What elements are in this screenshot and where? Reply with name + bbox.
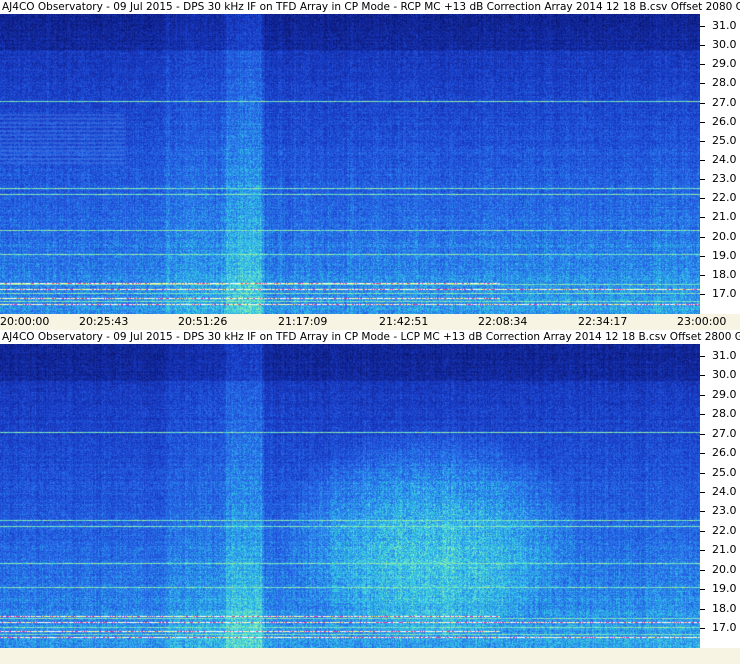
time-label: 23:00:00 — [677, 315, 727, 328]
time-axis: 20:00:00 20:25:43 20:51:26 21:17:09 21:42:51… — [0, 314, 740, 330]
lcp-panel: AJ4CO Observatory - 09 Jul 2015 - DPS 30… — [0, 330, 740, 648]
time-label: 21:42:51 — [379, 315, 429, 328]
rcp-title: AJ4CO Observatory - 09 Jul 2015 - DPS 30… — [0, 0, 740, 14]
rcp-frequency-scale: 31.0 30.0 29.0 28.0 27.0 26.0 25.0 24.0 23.0 22.0… — [700, 14, 740, 314]
rcp-spectrogram — [0, 14, 700, 314]
time-label: 20:51:26 — [178, 315, 228, 328]
bottom-strip — [0, 648, 740, 664]
lcp-spectrogram — [0, 344, 700, 648]
lcp-title: AJ4CO Observatory - 09 Jul 2015 - DPS 30… — [0, 330, 740, 344]
time-label: 21:17:09 — [278, 315, 328, 328]
time-label: 22:34:17 — [578, 315, 628, 328]
time-label: 22:08:34 — [478, 315, 528, 328]
time-label: 20:00:00 — [0, 315, 50, 328]
lcp-frequency-scale: 31.0 30.0 29.0 28.0 27.0 26.0 25.0 24.0 23.0 22.0… — [700, 344, 740, 648]
rcp-panel: AJ4CO Observatory - 09 Jul 2015 - DPS 30… — [0, 0, 740, 314]
time-label: 20:25:43 — [79, 315, 129, 328]
